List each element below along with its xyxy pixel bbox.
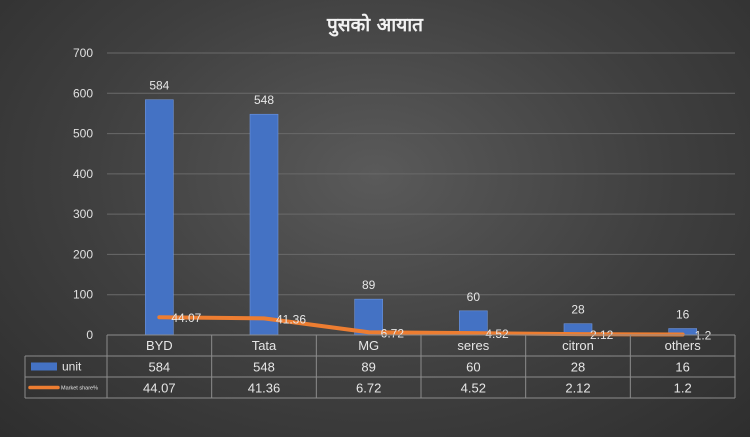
- table-cell: 41.36: [248, 381, 281, 396]
- chart-title: पुसको आयात: [326, 13, 424, 37]
- y-tick-label: 600: [73, 86, 93, 100]
- bar: [354, 298, 383, 336]
- y-tick-label: 200: [73, 247, 93, 261]
- line-data-label: 44.07: [171, 311, 201, 325]
- line-data-label: 4.52: [485, 327, 509, 341]
- line-data-labels: 44.07 41.366.72 4.52 2.12 1.2: [171, 311, 711, 342]
- y-tick-label: 500: [73, 127, 93, 141]
- data-table: BYD Tata MG seres citron others unit 584 548 89 60…: [24, 334, 736, 399]
- line-data-label: 6.72: [381, 326, 405, 340]
- legend-label-unit: unit: [62, 360, 82, 374]
- line-data-label: 1.2: [695, 329, 712, 343]
- category-label: citron: [562, 338, 594, 353]
- gridlines: [107, 52, 735, 336]
- y-axis-tick-labels: 0 100 200 300 400 500 600 700: [73, 46, 93, 342]
- table-cell: 60: [466, 360, 480, 375]
- category-label: Tata: [252, 338, 277, 353]
- market-share-line: [157, 315, 685, 337]
- table-cell: 4.52: [461, 381, 486, 396]
- bar-data-label: 89: [362, 278, 376, 292]
- y-tick-label: 300: [73, 207, 93, 221]
- legend-label-market-share: Market share%: [61, 386, 98, 392]
- table-cell: 2.12: [565, 381, 590, 396]
- bar-data-labels: 584 548 89 60 28 16: [149, 79, 689, 322]
- table-cell: 584: [148, 360, 170, 375]
- table-cell: 16: [675, 360, 689, 375]
- bar-data-label: 584: [149, 79, 169, 93]
- legend-key-unit: [31, 362, 57, 371]
- table-cell: 28: [571, 360, 585, 375]
- table-cell: 89: [361, 360, 375, 375]
- table-cell: 6.72: [356, 381, 381, 396]
- line-data-label: 41.36: [276, 312, 306, 326]
- bars: [145, 99, 697, 336]
- category-label: MG: [358, 338, 379, 353]
- y-tick-label: 100: [73, 288, 93, 302]
- table-cell: 44.07: [143, 381, 176, 396]
- bar-data-label: 60: [467, 290, 481, 304]
- table-cell: 1.2: [674, 381, 692, 396]
- category-label: others: [665, 338, 702, 353]
- y-tick-label: 400: [73, 167, 93, 181]
- category-label: BYD: [146, 338, 173, 353]
- bar-data-label: 16: [676, 308, 690, 322]
- y-tick-label: 700: [73, 46, 93, 60]
- y-tick-label: 0: [86, 328, 93, 342]
- bar-data-label: 28: [571, 303, 585, 317]
- table-cell: 548: [253, 360, 275, 375]
- bar-data-label: 548: [254, 93, 274, 107]
- category-label: seres: [457, 338, 489, 353]
- line-series: [157, 315, 685, 337]
- bar: [249, 113, 279, 336]
- bar: [145, 99, 174, 336]
